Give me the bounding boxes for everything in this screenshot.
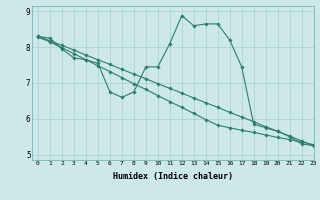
X-axis label: Humidex (Indice chaleur): Humidex (Indice chaleur) (113, 172, 233, 181)
